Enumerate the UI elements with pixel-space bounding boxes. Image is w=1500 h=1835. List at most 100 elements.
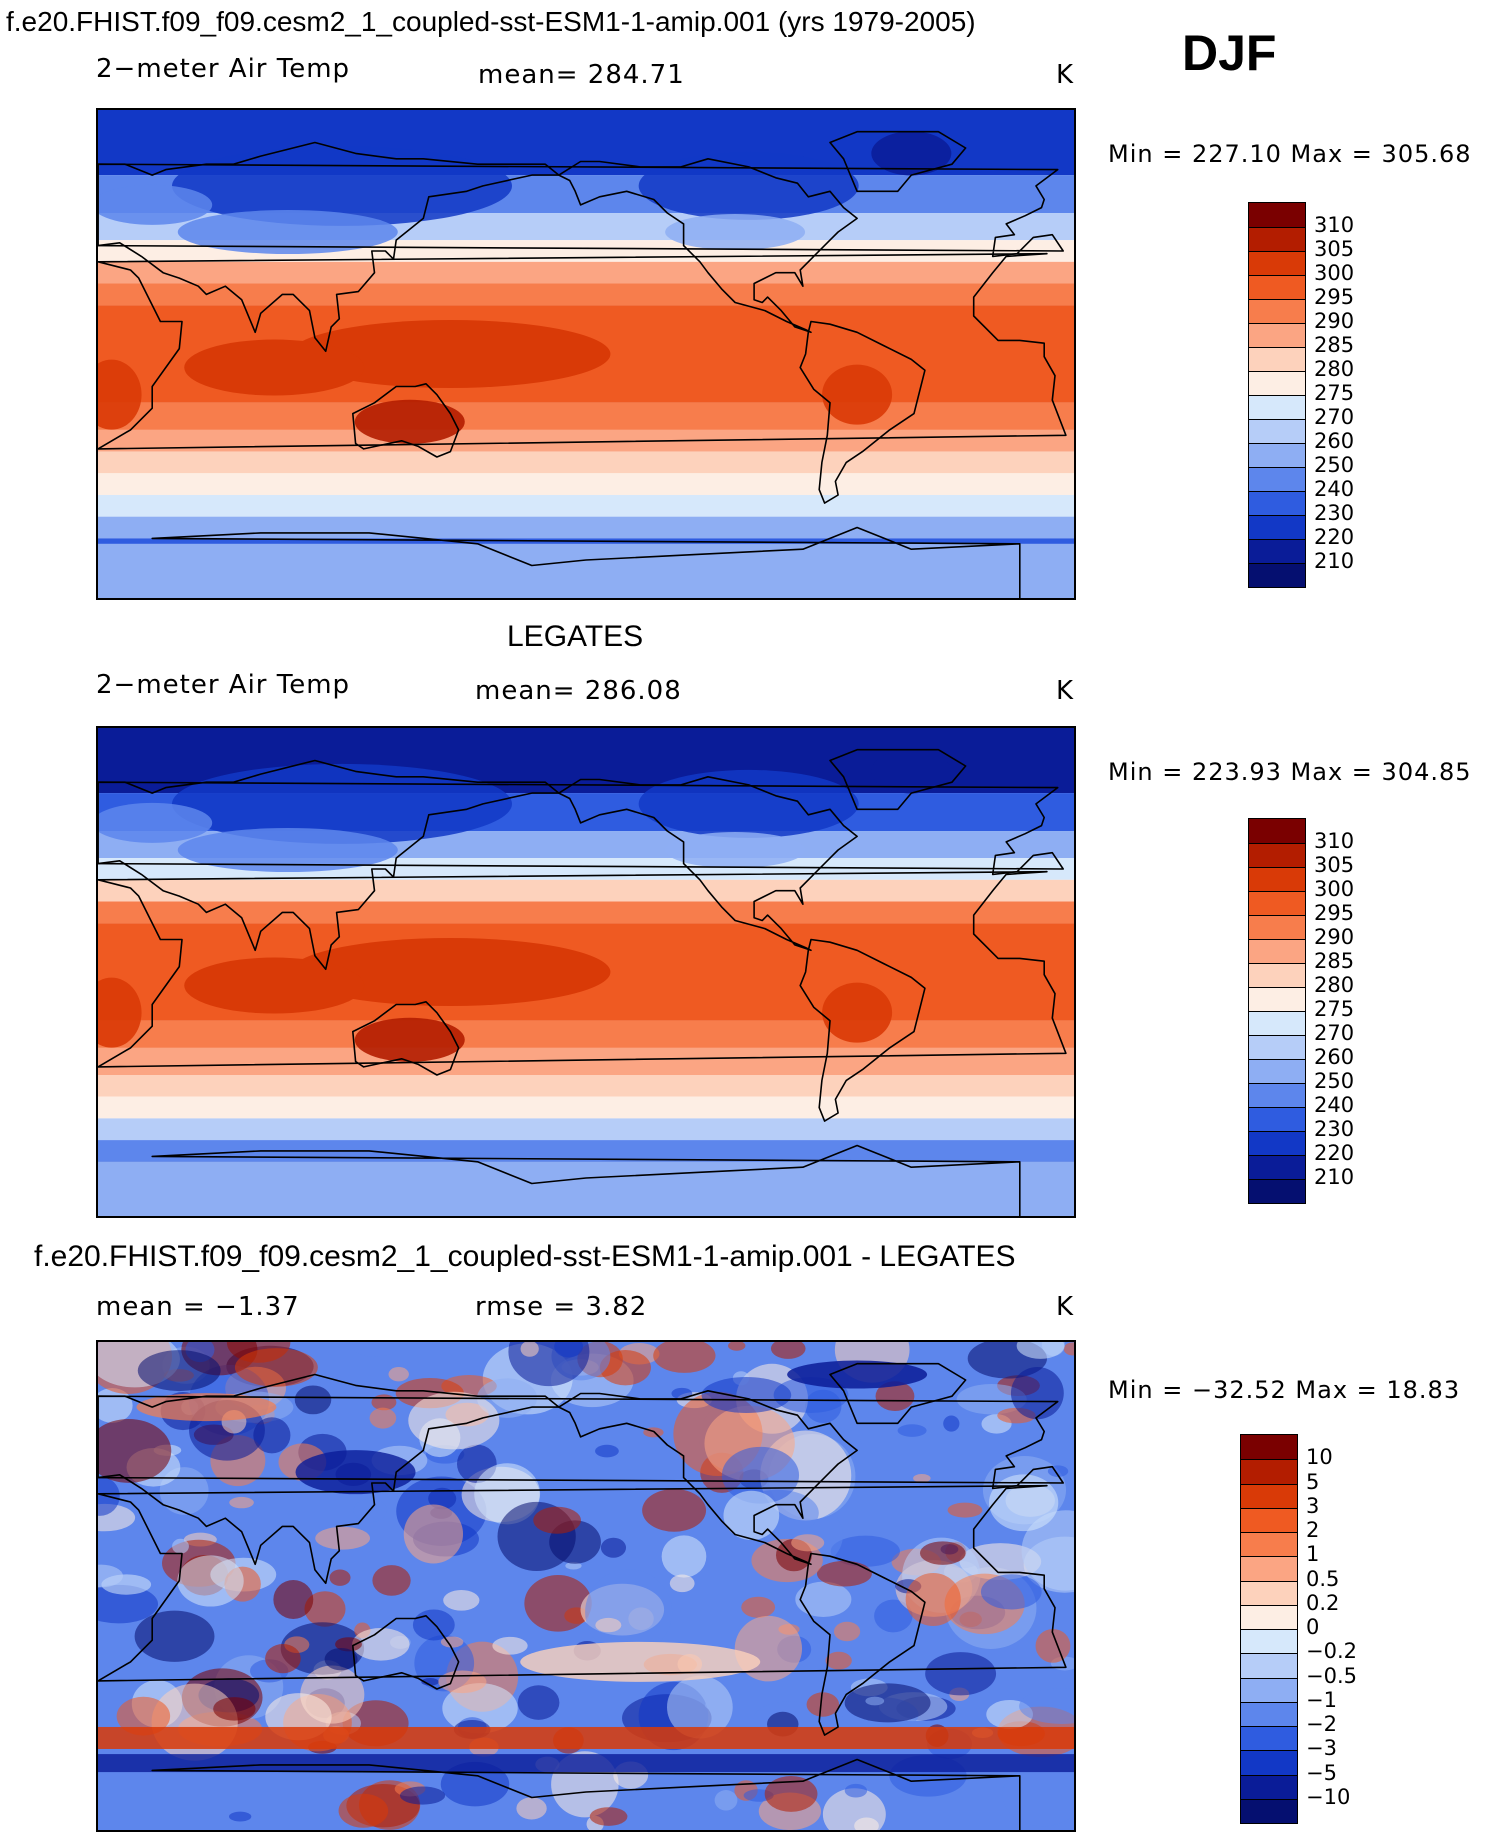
diff-blob bbox=[565, 1562, 582, 1570]
colorbar-swatch bbox=[1241, 1701, 1297, 1726]
temperature-band bbox=[98, 283, 1074, 306]
diff-blob bbox=[666, 1675, 733, 1739]
diff-blob bbox=[524, 1575, 592, 1632]
colorbar-swatch bbox=[1249, 1035, 1305, 1059]
diff-blob bbox=[304, 1591, 346, 1627]
diff-blob bbox=[956, 1383, 1027, 1415]
diff-blob bbox=[516, 1797, 547, 1820]
coastline bbox=[799, 938, 926, 1122]
colorbar-swatch bbox=[1249, 1131, 1305, 1155]
diff-blob bbox=[412, 1609, 455, 1641]
diff-blob bbox=[273, 1580, 314, 1619]
diff-band bbox=[98, 1726, 1074, 1749]
diff-blob bbox=[177, 1555, 244, 1607]
diff-blob bbox=[595, 1444, 619, 1458]
panel2-map bbox=[96, 726, 1076, 1218]
colorbar-tick-label: 305 bbox=[1314, 853, 1355, 877]
colorbar-swatch bbox=[1249, 467, 1305, 491]
diff-blob bbox=[723, 1490, 780, 1540]
colorbar-tick-label: 240 bbox=[1314, 477, 1355, 501]
temperature-band bbox=[98, 879, 1074, 902]
colorbar-swatch bbox=[1249, 1011, 1305, 1035]
colorbar-tick-label: 1 bbox=[1306, 1542, 1320, 1567]
colorbar-swatch bbox=[1249, 251, 1305, 275]
colorbar-tick-label: 0.5 bbox=[1306, 1566, 1340, 1591]
diff-blob bbox=[517, 1685, 560, 1720]
diff-blob bbox=[865, 1696, 885, 1706]
diff-blob bbox=[600, 1537, 627, 1558]
diff-blob bbox=[352, 1627, 410, 1661]
panel3-mean-label: mean = −1.37 bbox=[96, 1292, 300, 1322]
diff-blob bbox=[770, 1342, 806, 1359]
coastline bbox=[98, 759, 560, 971]
colorbar-swatch bbox=[1241, 1459, 1297, 1484]
diff-blob bbox=[294, 1385, 332, 1415]
temperature-band bbox=[98, 494, 1074, 517]
colorbar-tick-label: 290 bbox=[1314, 925, 1355, 949]
colorbar-tick-label: 300 bbox=[1314, 877, 1355, 901]
diff-blob bbox=[728, 1342, 746, 1351]
diff-blob bbox=[324, 1647, 358, 1671]
diff-blob bbox=[825, 1651, 852, 1670]
diff-blob bbox=[403, 1504, 464, 1564]
diff-blob bbox=[764, 1775, 818, 1812]
colorbar-swatch bbox=[1249, 491, 1305, 515]
colorbar-tick-label: 295 bbox=[1314, 901, 1355, 925]
colorbar-tick-label: 280 bbox=[1314, 973, 1355, 997]
diff-blob bbox=[830, 1535, 900, 1567]
warm-region bbox=[354, 399, 465, 444]
colorbar-swatch bbox=[1241, 1435, 1297, 1460]
diff-blob bbox=[421, 1678, 439, 1686]
diff-blob bbox=[520, 1342, 539, 1357]
coastline bbox=[558, 158, 858, 334]
diff-blob bbox=[1021, 1510, 1074, 1591]
temperature-band bbox=[98, 1118, 1074, 1141]
colorbar-swatch bbox=[1249, 347, 1305, 371]
diff-blob bbox=[721, 1446, 800, 1504]
diff-blob bbox=[701, 1377, 792, 1414]
colorbar-tick-label: 270 bbox=[1314, 405, 1355, 429]
diff-blob bbox=[822, 1788, 886, 1830]
colorbar-swatch bbox=[1241, 1532, 1297, 1557]
diff-blob bbox=[905, 1573, 961, 1627]
panel2-units-label: K bbox=[1056, 676, 1075, 706]
diff-blob bbox=[980, 1574, 1042, 1610]
diff-blob bbox=[315, 1526, 371, 1550]
diff-blob bbox=[234, 1348, 318, 1387]
cold-region bbox=[177, 210, 398, 254]
colorbar-swatch bbox=[1241, 1507, 1297, 1532]
warm-region bbox=[822, 364, 893, 425]
colorbar-tick-label: −0.5 bbox=[1306, 1663, 1357, 1688]
temperature-band bbox=[98, 1075, 1074, 1097]
diff-blob bbox=[98, 1418, 172, 1483]
diff-blob bbox=[438, 1670, 487, 1694]
colorbar-swatch bbox=[1241, 1580, 1297, 1605]
colorbar-tick-label: −3 bbox=[1306, 1736, 1337, 1761]
colorbar-swatch bbox=[1249, 371, 1305, 395]
colorbar-tick-label: 285 bbox=[1314, 333, 1355, 357]
colorbar-tick-label: 0.2 bbox=[1306, 1590, 1340, 1615]
panel3-rmse-label: rmse = 3.82 bbox=[475, 1292, 648, 1322]
panel3-minmax-label: Min = −32.52 Max = 18.83 bbox=[1108, 1376, 1461, 1404]
colorbar-swatch bbox=[1249, 515, 1305, 539]
coastline bbox=[352, 1001, 460, 1076]
colorbar-tick-label: 230 bbox=[1314, 501, 1355, 525]
warm-region bbox=[98, 359, 142, 430]
panel1-minmax-label: Min = 227.10 Max = 305.68 bbox=[1108, 140, 1472, 168]
diff-blob bbox=[875, 1381, 915, 1412]
cold-region bbox=[871, 131, 952, 176]
coastline bbox=[98, 781, 1064, 876]
coastline bbox=[98, 1373, 560, 1585]
colorbar-swatch bbox=[1249, 819, 1305, 843]
colorbar-tick-label: −1 bbox=[1306, 1687, 1337, 1712]
colorbar-tick-label: 240 bbox=[1314, 1093, 1355, 1117]
colorbar-tick-label: 210 bbox=[1314, 549, 1355, 573]
colorbar-tick-label: −0.2 bbox=[1306, 1639, 1357, 1664]
colorbar-tick-label: 300 bbox=[1314, 261, 1355, 285]
coastline bbox=[799, 320, 926, 504]
colorbar-swatch bbox=[1249, 1083, 1305, 1107]
coastline bbox=[98, 1484, 1067, 1682]
panel2-variable-label: 2−meter Air Temp bbox=[96, 670, 351, 700]
colorbar-tick-label: −5 bbox=[1306, 1760, 1337, 1785]
temperature-band bbox=[98, 261, 1074, 284]
